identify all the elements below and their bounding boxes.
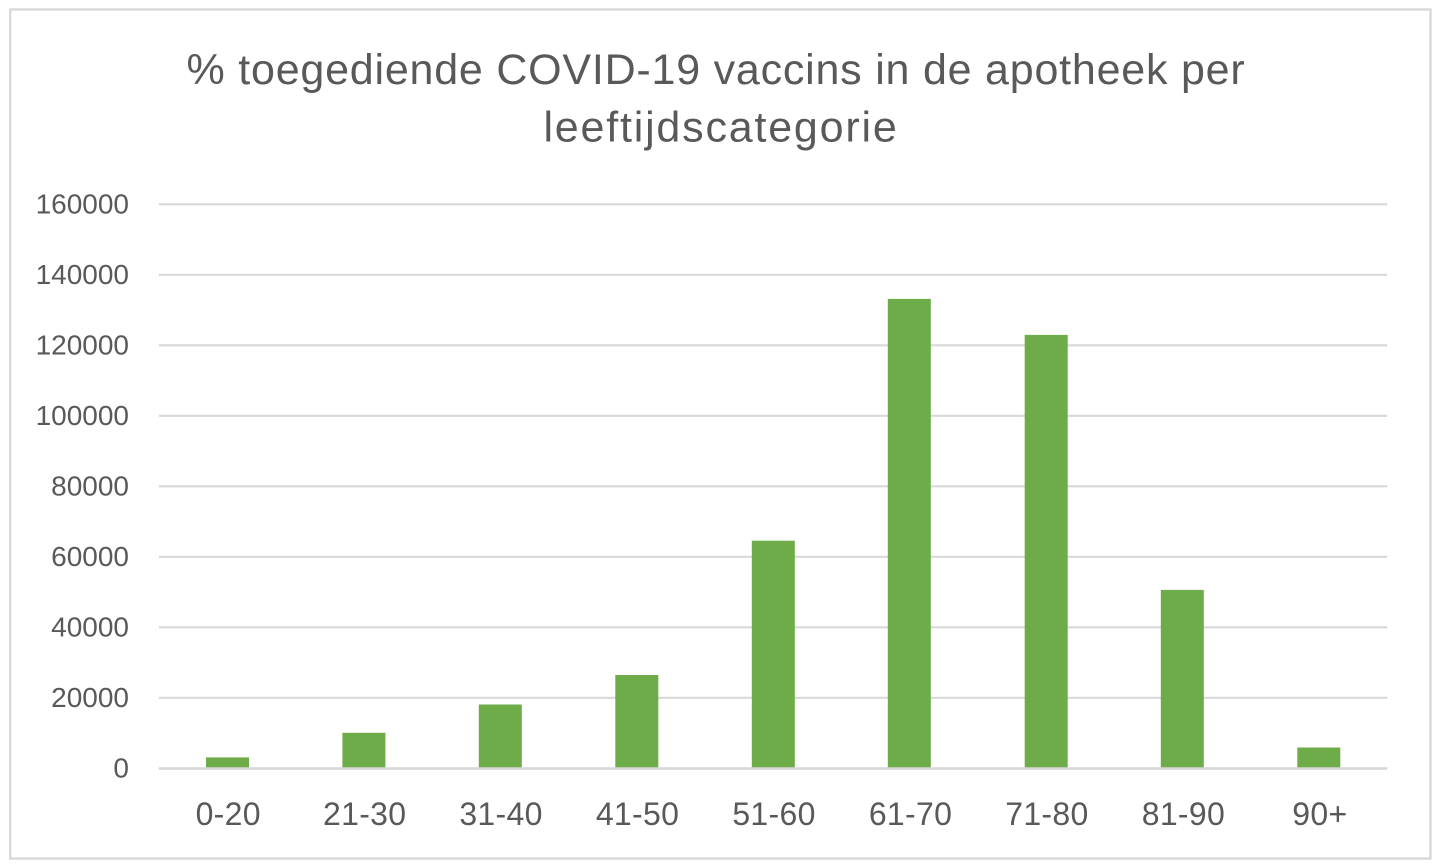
svg-text:90+: 90+	[1292, 796, 1347, 832]
svg-text:0-20: 0-20	[196, 796, 261, 832]
svg-text:140000: 140000	[36, 259, 129, 290]
svg-text:40000: 40000	[51, 612, 129, 643]
svg-text:81-90: 81-90	[1142, 796, 1225, 832]
svg-text:31-40: 31-40	[459, 796, 542, 832]
svg-text:80000: 80000	[51, 471, 129, 502]
svg-text:% toegediende COVID-19 vaccins: % toegediende COVID-19 vaccins in de apo…	[187, 46, 1246, 94]
svg-text:160000: 160000	[36, 189, 129, 220]
svg-text:leeftijdscategorie: leeftijdscategorie	[543, 104, 898, 152]
svg-text:21-30: 21-30	[323, 796, 406, 832]
svg-text:71-80: 71-80	[1005, 796, 1088, 832]
svg-text:100000: 100000	[36, 400, 129, 431]
svg-text:41-50: 41-50	[596, 796, 679, 832]
svg-text:51-60: 51-60	[732, 796, 815, 832]
svg-text:20000: 20000	[51, 682, 129, 713]
svg-text:0: 0	[113, 753, 129, 784]
svg-text:61-70: 61-70	[869, 796, 952, 832]
svg-text:60000: 60000	[51, 541, 129, 572]
svg-text:120000: 120000	[36, 330, 129, 361]
